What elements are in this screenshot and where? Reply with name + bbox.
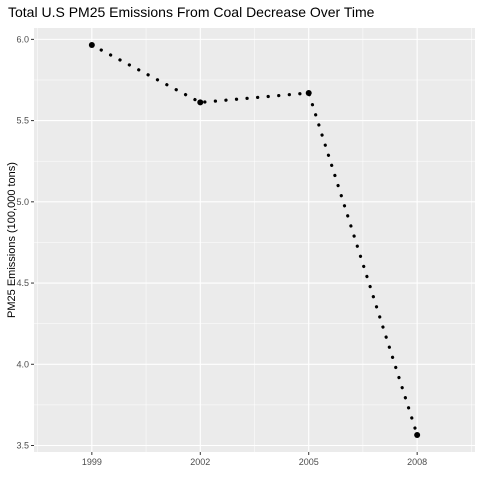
y-tick-label: 5.0 (16, 197, 29, 207)
data-point (414, 431, 421, 438)
y-tick-label: 4.5 (16, 278, 29, 288)
y-tick-label: 3.5 (16, 441, 29, 451)
data-points (88, 42, 421, 438)
grid-major (34, 28, 475, 452)
data-point (197, 99, 204, 106)
y-axis-label: PM25 Emissions (100,000 tons) (6, 162, 18, 318)
x-axis-ticks: 1999 2002 2005 2008 (82, 452, 427, 467)
data-point (305, 89, 312, 96)
y-axis-ticks: 3.5 4.0 4.5 5.0 5.5 6.0 (16, 34, 34, 451)
y-tick-label: 4.0 (16, 359, 29, 369)
y-tick-label: 5.5 (16, 116, 29, 126)
chart-title: Total U.S PM25 Emissions From Coal Decre… (8, 4, 375, 20)
x-tick-label: 2002 (190, 457, 210, 467)
grid-minor (34, 28, 475, 452)
data-point (88, 42, 95, 49)
y-tick-label: 6.0 (16, 34, 29, 44)
x-tick-label: 2005 (299, 457, 319, 467)
x-tick-label: 2008 (407, 457, 427, 467)
x-tick-label: 1999 (82, 457, 102, 467)
